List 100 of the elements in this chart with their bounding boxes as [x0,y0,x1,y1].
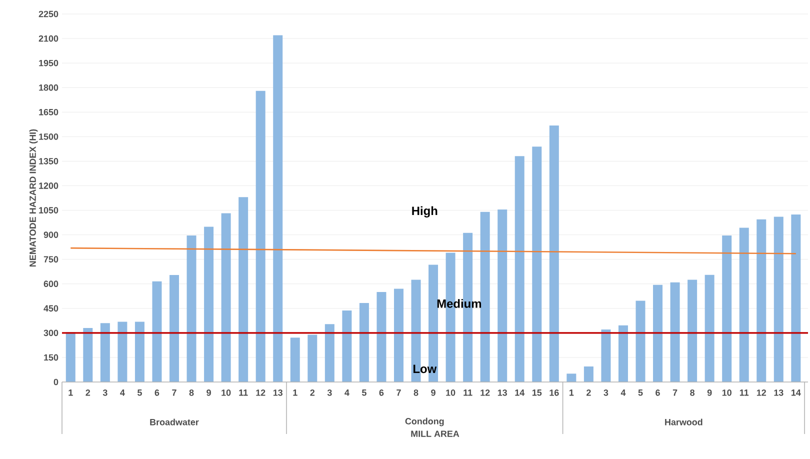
x-tick-label: 1 [68,390,73,396]
text: Broadwater [150,418,199,426]
x-tick-label: 9 [206,390,211,396]
y-tick-label: 1500 [39,133,58,140]
x-tick-label: 6 [379,390,384,396]
x-tick-label: 2 [86,390,90,396]
bar [791,214,801,382]
x-tick-label: 7 [172,390,176,396]
bar [670,282,680,382]
x-tick-label: 4 [120,390,125,396]
x-tick-label: 11 [740,390,749,396]
bar [601,329,611,382]
x-tick-label: 15 [532,390,542,396]
bar [704,274,714,382]
x-tick-label: 7 [396,390,401,396]
annotation: Medium [437,299,482,308]
bar [584,366,594,382]
x-tick-label: 12 [256,390,266,396]
bar [83,328,93,382]
bar [221,213,231,382]
bar [308,334,318,382]
x-tick-label: 4 [620,390,626,396]
x-tick-label: 12 [756,390,766,396]
x-tick-label: 8 [690,390,695,396]
y-tick-label: 1200 [39,182,58,189]
bar [688,280,698,382]
x-tick-label: 8 [414,390,418,396]
x-tick-label: 5 [362,390,366,396]
y-tick-label: 1050 [39,207,58,214]
y-tick-label: 450 [44,305,58,312]
y-axis-title: NEMATODE HAZARD INDEX (HI) [29,129,38,266]
x-tick-label: 13 [273,390,283,396]
bar [169,275,179,382]
bar [238,197,248,382]
x-axis-title: MILL AREA [411,430,460,437]
x-tick-label: 9 [707,390,712,396]
y-tick-label: 900 [44,232,58,238]
y-tick-label: 2250 [38,10,58,18]
x-tick-label: 7 [672,390,678,396]
x-tick-label: 3 [327,390,332,396]
bar [152,281,162,382]
bar [118,322,128,382]
bar [376,292,386,382]
y-tick-label: 1950 [39,60,58,66]
bar [186,235,196,382]
y-tick-label: 150 [44,354,58,361]
x-tick-label: 2 [310,390,315,396]
x-tick-label: 10 [446,390,456,396]
x-tick-label: 13 [774,390,784,396]
bar [532,146,542,382]
y-tick-label: 750 [44,256,58,263]
bar [290,338,300,382]
bar [636,300,646,382]
y-tick-label: 0 [54,378,58,386]
x-tick-label: 3 [604,390,608,396]
x-tick-label: 16 [550,390,559,396]
bar [394,288,404,382]
x-tick-label: 14 [791,390,801,396]
x-tick-label: 5 [137,390,142,396]
x-tick-label: 9 [431,390,436,396]
annotation: Low [413,364,437,374]
bar [774,216,784,382]
bar [134,322,144,382]
y-tick-label: 1350 [39,158,58,164]
annotation: High [412,206,438,218]
bar [739,228,749,382]
x-tick-label: 6 [154,390,160,396]
bar [66,332,76,382]
x-tick-label: 13 [498,390,508,396]
bar [514,156,524,382]
bar [549,126,559,382]
bar [256,90,266,382]
bar [566,374,576,382]
bar [359,303,369,382]
bar [480,212,490,382]
bar [756,219,766,382]
bar [100,323,110,382]
x-tick-label: 10 [222,390,231,396]
bar [324,324,334,382]
x-tick-label: 10 [722,390,732,396]
x-tick-label: 6 [656,390,660,396]
y-tick-label: 600 [44,280,58,288]
x-tick-label: 1 [293,390,298,396]
x-tick-label: 5 [638,390,643,396]
text: Harwood [665,418,702,426]
bar [722,235,732,382]
x-tick-label: 14 [515,390,525,396]
bar [498,209,508,382]
y-tick-label: 2100 [38,35,58,42]
x-tick-label: 11 [239,390,248,396]
y-tick-label: 1800 [39,84,58,91]
bar [204,226,214,382]
x-tick-label: 12 [480,390,490,396]
x-tick-label: 2 [586,390,591,396]
x-tick-label: 11 [464,390,472,396]
bar [273,35,283,382]
x-tick-label: 4 [344,390,350,396]
bar [618,325,628,382]
bar [342,310,352,382]
x-tick-label: 1 [569,390,574,396]
